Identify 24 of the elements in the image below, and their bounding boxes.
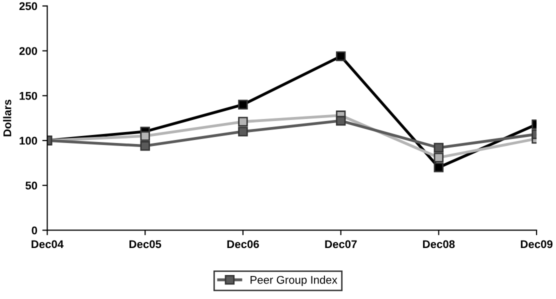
x-tick-label: Dec05 [129, 240, 162, 248]
y-tick-label: 100 [20, 136, 38, 145]
x-tick-label: Dec07 [325, 240, 357, 248]
y-axis-title: Dollars [3, 100, 12, 136]
point [238, 100, 248, 110]
y-tick-label: 150 [20, 92, 38, 100]
point [336, 51, 346, 62]
point [140, 141, 150, 151]
y-tick-label: 200 [19, 47, 38, 55]
point [434, 142, 444, 153]
point [336, 116, 346, 126]
x-tick-label: Dec08 [423, 240, 455, 248]
point [238, 126, 248, 136]
point [434, 152, 444, 162]
point [434, 162, 444, 172]
y-tick-label: 50 [26, 182, 38, 190]
x-tick-label: Dec04 [32, 240, 64, 248]
point [238, 116, 248, 127]
x-tick-label: Dec06 [227, 240, 259, 248]
y-tick-label: 250 [19, 2, 38, 10]
y-tick-label: 0 [32, 226, 38, 234]
point [140, 131, 150, 141]
legend-label: Peer Group Index [250, 276, 338, 286]
x-tick-label: Dec09 [520, 240, 552, 248]
